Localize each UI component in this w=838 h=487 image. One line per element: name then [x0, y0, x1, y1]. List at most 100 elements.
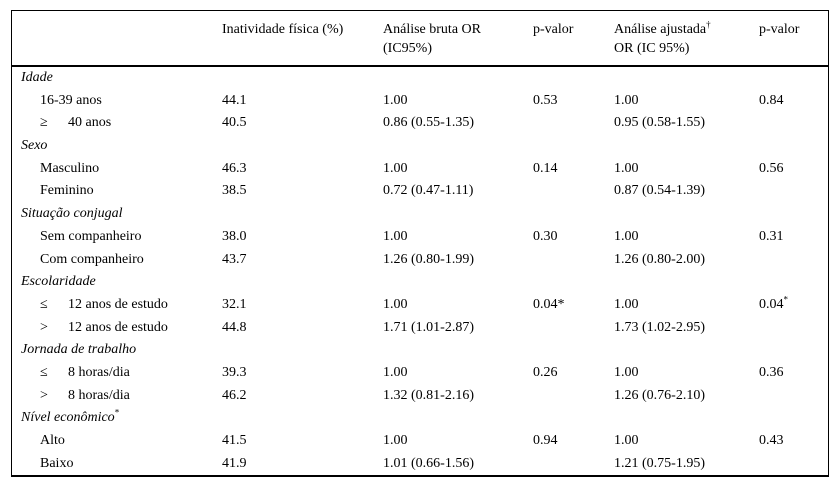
table-header-row: Inatividade física (%) Análise bruta OR …	[12, 11, 828, 67]
cell-value: 0.43	[759, 433, 784, 448]
cell-inactivity-pct	[222, 271, 383, 294]
cell-value: 44.1	[222, 92, 247, 108]
table-data-row: Com companheiro 43.7 1.26 (0.80-1.99) 1.26 …	[12, 249, 828, 272]
cell-value: 0.31	[759, 228, 784, 244]
cell-inactivity-pct: 46.2	[222, 385, 383, 408]
cell-pvalue-adjusted	[759, 339, 828, 362]
cell-adjusted-or: 1.21 (0.75-1.95)	[614, 453, 759, 476]
cell-pvalue-crude: 0.30	[533, 226, 614, 249]
cell-pvalue-crude	[533, 135, 614, 158]
cell-pvalue-crude	[533, 67, 614, 90]
cell-pvalue-adjusted	[759, 67, 828, 90]
comparison-symbol: ≤	[40, 296, 48, 312]
cell-crude-or: 1.00	[383, 362, 533, 385]
section-label: Sexo	[12, 135, 222, 158]
label-text: Sexo	[21, 138, 48, 154]
cell-value: 1.01 (0.66-1.56)	[383, 455, 474, 471]
cell-adjusted-or: 0.95 (0.58-1.55)	[614, 112, 759, 135]
cell-value: 0.72 (0.47-1.11)	[383, 183, 474, 199]
section-label: Nível econômico*	[12, 407, 222, 430]
cell-value: 0.84	[759, 92, 784, 108]
section-label: Escolaridade	[12, 271, 222, 294]
cell-crude-or: 1.00	[383, 90, 533, 113]
label-text: 16-39 anos	[40, 92, 102, 108]
cell-pvalue-crude: 0.04*	[533, 294, 614, 317]
cell-pvalue-adjusted	[759, 453, 828, 476]
header-col-pvalue-adjusted: p-valor	[759, 20, 828, 58]
table-data-row: ≤8 horas/dia 39.3 1.00 0.26 1.00 0.36	[12, 362, 828, 385]
header-col-adjusted-analysis: Análise ajustada† OR (IC 95%)	[614, 20, 759, 58]
table-data-row: Baixo 41.9 1.01 (0.66-1.56) 1.21 (0.75-1.95…	[12, 453, 828, 476]
table-data-row: >8 horas/dia 46.2 1.32 (0.81-2.16) 1.26 (0.…	[12, 385, 828, 408]
cell-adjusted-or	[614, 271, 759, 294]
table-data-row: Masculino 46.3 1.00 0.14 1.00 0.56	[12, 158, 828, 181]
table-section-row: Sexo	[12, 135, 828, 158]
label-text: Baixo	[40, 455, 74, 471]
cell-value: 41.5	[222, 433, 247, 448]
label-text: 12 anos de estudo	[68, 296, 168, 312]
cell-pvalue-crude	[533, 385, 614, 408]
cell-inactivity-pct: 40.5	[222, 112, 383, 135]
cell-crude-or: 1.00	[383, 294, 533, 317]
row-label: >12 anos de estudo	[12, 317, 222, 340]
cell-crude-or	[383, 203, 533, 226]
cell-pvalue-crude	[533, 112, 614, 135]
label-text: Nível econômico	[21, 410, 115, 426]
cell-pvalue-adjusted	[759, 180, 828, 203]
cell-value: 1.00	[614, 160, 639, 176]
cell-adjusted-or: 1.00	[614, 362, 759, 385]
header-label: p-valor	[533, 22, 574, 37]
cell-inactivity-pct	[222, 135, 383, 158]
table-data-row: 16-39 anos 44.1 1.00 0.53 1.00 0.84	[12, 90, 828, 113]
cell-crude-or: 1.32 (0.81-2.16)	[383, 385, 533, 408]
cell-value: 1.32 (0.81-2.16)	[383, 387, 474, 403]
cell-value: 1.00	[383, 433, 408, 448]
label-text: Jornada de trabalho	[21, 342, 137, 358]
cell-adjusted-or: 1.00	[614, 430, 759, 453]
cell-pvalue-adjusted	[759, 271, 828, 294]
cell-value: 1.00	[614, 228, 639, 244]
cell-pvalue-adjusted	[759, 135, 828, 158]
header-col-variable	[12, 20, 222, 58]
header-label-line1: Análise ajustada†	[614, 20, 759, 39]
results-table: Inatividade física (%) Análise bruta OR …	[11, 10, 829, 478]
cell-crude-or	[383, 67, 533, 90]
cell-value: 0.53	[533, 92, 558, 108]
label-text: 8 horas/dia	[68, 364, 130, 380]
cell-crude-or: 1.71 (1.01-2.87)	[383, 317, 533, 340]
cell-value: 0.14	[533, 160, 558, 176]
cell-inactivity-pct	[222, 339, 383, 362]
label-text: 8 horas/dia	[68, 387, 130, 403]
cell-adjusted-or: 1.73 (1.02-2.95)	[614, 317, 759, 340]
label-text: Masculino	[40, 160, 100, 176]
cell-crude-or	[383, 339, 533, 362]
cell-inactivity-pct: 38.0	[222, 226, 383, 249]
cell-crude-or: 1.00	[383, 430, 533, 453]
cell-inactivity-pct: 39.3	[222, 362, 383, 385]
cell-value: 1.00	[383, 296, 408, 312]
cell-value: 44.8	[222, 319, 247, 335]
label-text: Idade	[21, 70, 53, 85]
cell-value: 1.00	[383, 364, 408, 380]
cell-pvalue-adjusted: 0.43	[759, 430, 828, 453]
table-section-row: Jornada de trabalho	[12, 339, 828, 362]
table-section-row: Situação conjugal	[12, 203, 828, 226]
cell-inactivity-pct: 41.9	[222, 453, 383, 476]
header-label: Inatividade física (%)	[222, 22, 344, 37]
cell-value: 32.1	[222, 296, 247, 312]
label-text: Escolaridade	[21, 274, 96, 290]
cell-crude-or	[383, 271, 533, 294]
cell-value: 0.56	[759, 160, 784, 176]
label-text: 12 anos de estudo	[68, 319, 168, 335]
cell-pvalue-crude: 0.94	[533, 430, 614, 453]
cell-pvalue-crude	[533, 407, 614, 430]
cell-value: 1.00	[383, 160, 408, 176]
cell-value: 46.2	[222, 387, 247, 403]
cell-inactivity-pct: 46.3	[222, 158, 383, 181]
header-col-physical-inactivity: Inatividade física (%)	[222, 20, 383, 58]
table-data-row: Alto 41.5 1.00 0.94 1.00 0.43	[12, 430, 828, 453]
cell-crude-or: 1.01 (0.66-1.56)	[383, 453, 533, 476]
cell-value: 0.94	[533, 433, 558, 448]
header-label-line2: (IC95%)	[383, 41, 432, 56]
